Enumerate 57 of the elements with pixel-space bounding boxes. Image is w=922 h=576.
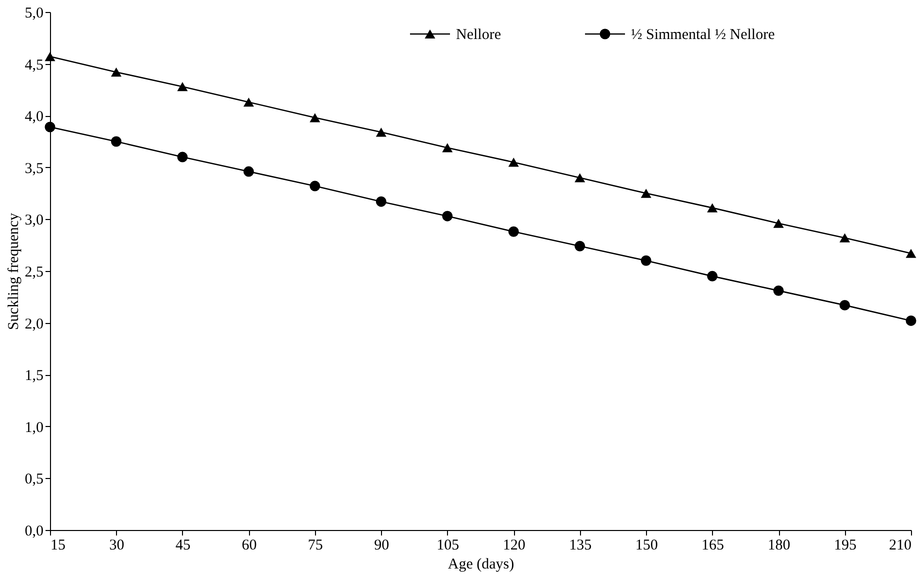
point	[906, 248, 916, 258]
point	[773, 218, 784, 228]
y-axis-title: Suckling frequency	[6, 212, 22, 330]
y-tick-label: 2,5	[24, 264, 44, 280]
x-tick-label: 15	[50, 538, 66, 554]
y-tick-label: 1,5	[24, 368, 44, 384]
x-tick-label: 150	[635, 538, 658, 554]
x-tick-label: 60	[242, 538, 257, 554]
point	[44, 52, 56, 62]
legend-label: Nellore	[456, 27, 502, 43]
y-tick-label: 4,0	[24, 109, 44, 126]
x-tick-label: 120	[502, 538, 526, 554]
point	[44, 122, 56, 132]
x-tick-label: 195	[834, 538, 857, 554]
x-axis-title: Age (days)	[448, 556, 514, 572]
x-tick-label: 90	[374, 538, 390, 554]
legend-label: ½ Simmental ½ Nellore	[631, 27, 776, 43]
x-tick-label: 210	[889, 538, 912, 554]
y-tick-label: 3,5	[24, 160, 44, 177]
y-tick-label: 3,0	[24, 212, 44, 229]
point	[640, 255, 652, 266]
point	[376, 128, 386, 137]
point	[177, 82, 188, 92]
x-tick-label: 135	[569, 538, 592, 554]
x-tick-label: 165	[702, 538, 724, 554]
x-tick-label: 105	[436, 538, 460, 554]
point	[243, 166, 254, 177]
point	[177, 152, 188, 162]
point	[110, 68, 122, 77]
point	[310, 113, 320, 122]
point	[110, 136, 122, 147]
y-tick-label: 1,0	[24, 420, 44, 436]
point	[442, 210, 453, 222]
point	[574, 173, 586, 182]
point	[707, 270, 718, 282]
point	[243, 98, 254, 107]
point	[442, 143, 453, 152]
x-tick-label: 180	[768, 538, 790, 554]
y-tick-label: 2,0	[24, 316, 44, 332]
point	[508, 158, 519, 167]
x-tick-label: 30	[109, 538, 124, 554]
point	[310, 180, 320, 192]
point	[640, 188, 652, 198]
point	[840, 233, 850, 242]
y-tick-label: 4,5	[24, 57, 44, 74]
point	[840, 300, 850, 310]
y-tick-label: 0,5	[24, 472, 44, 488]
y-tick-label: 5,0	[24, 6, 44, 22]
point	[508, 226, 519, 237]
point	[906, 315, 916, 326]
point	[773, 285, 784, 296]
x-tick-label: 45	[175, 538, 190, 554]
point	[574, 240, 586, 252]
point	[376, 196, 386, 207]
y-tick-label: 0,0	[24, 524, 44, 540]
x-tick-label: 75	[308, 538, 323, 554]
point	[707, 203, 718, 212]
